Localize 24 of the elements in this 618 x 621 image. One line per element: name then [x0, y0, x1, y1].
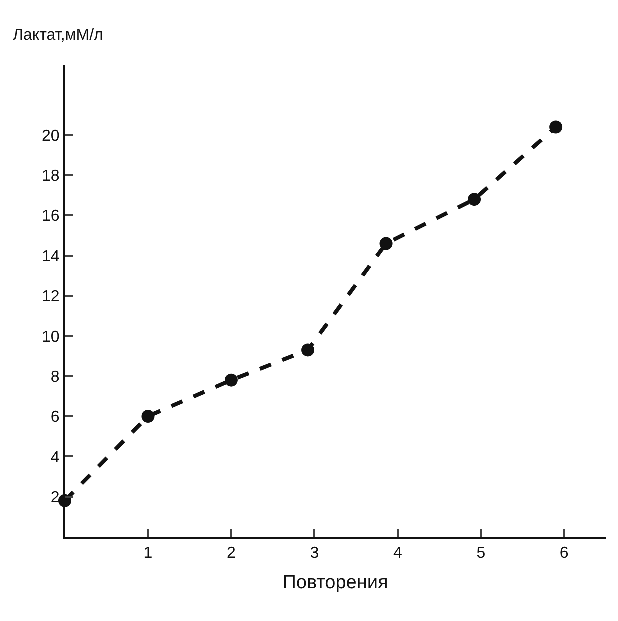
point	[550, 120, 563, 134]
x-tick-label: 1	[144, 545, 153, 562]
x-tick-label: 3	[310, 545, 320, 562]
y-tick-label: 2	[50, 489, 60, 506]
point	[224, 374, 238, 387]
point	[142, 410, 155, 423]
point	[468, 193, 481, 206]
y-tick-label: 6	[50, 409, 60, 426]
x-tick-label: 6	[560, 545, 569, 562]
y-tick-label: 20	[42, 128, 60, 145]
y-axis-title: Лактат,мМ/л	[13, 27, 104, 44]
point	[380, 237, 393, 250]
x-tick-label: 4	[393, 545, 402, 562]
y-tick-label: 16	[42, 208, 60, 226]
y-tick-label: 8	[50, 368, 60, 386]
x-tick-label: 2	[227, 545, 236, 562]
y-tick-label: 10	[42, 328, 60, 346]
y-tick-label: 18	[42, 168, 60, 186]
x-axis-title: Повторения	[282, 572, 388, 594]
y-tick-label: 4	[50, 449, 60, 466]
y-tick-label: 12	[42, 288, 60, 306]
y-tick-label: 14	[42, 248, 60, 266]
x-tick-label: 5	[476, 545, 486, 562]
point	[302, 344, 315, 357]
